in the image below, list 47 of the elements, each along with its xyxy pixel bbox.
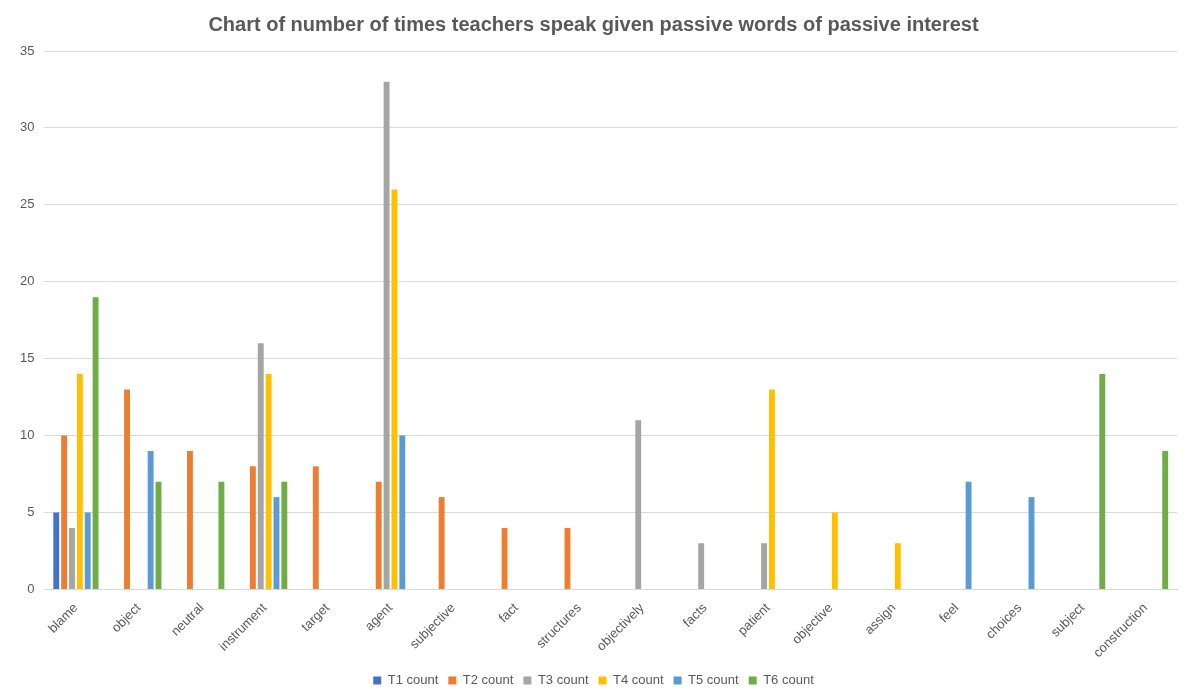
bar (1162, 450, 1169, 589)
bar (383, 81, 390, 589)
bar (1099, 374, 1106, 589)
y-tick-label: 30 (19, 119, 35, 135)
bar (76, 374, 83, 589)
legend-label: T6 count (763, 672, 815, 688)
bar (391, 189, 398, 589)
bar (61, 435, 68, 589)
bar (218, 481, 225, 589)
legend-label: T5 count (688, 672, 740, 688)
y-tick-label: 25 (19, 196, 35, 212)
bar (281, 481, 288, 589)
bar (249, 466, 256, 589)
x-tick-label: fact (495, 599, 522, 626)
y-tick-label: 35 (19, 42, 35, 58)
bar (698, 543, 705, 589)
legend-label: T3 count (537, 672, 589, 688)
bar (399, 435, 406, 589)
y-tick-label: 20 (19, 273, 35, 289)
y-tick-label: 5 (27, 504, 35, 520)
bar (147, 450, 154, 589)
y-tick-label: 15 (19, 350, 35, 366)
x-tick-label: feel (936, 599, 962, 626)
bar (312, 466, 319, 589)
bar (92, 297, 99, 589)
bar (894, 543, 901, 589)
y-tick-label: 10 (19, 427, 35, 443)
legend-label: T2 count (462, 672, 514, 688)
bar (124, 389, 130, 589)
bar (965, 481, 972, 589)
chart-title: Chart of number of times teachers speak given passive words of passive interest (208, 12, 979, 35)
bar (375, 481, 382, 589)
bar (831, 512, 838, 589)
bar (53, 512, 60, 589)
bar (769, 389, 775, 589)
bar (761, 543, 768, 589)
bar (501, 527, 508, 589)
bar (69, 527, 75, 589)
y-tick-label: 0 (27, 580, 35, 596)
bar (635, 420, 642, 589)
bar (257, 343, 264, 589)
bar (187, 450, 193, 589)
legend-label: T1 count (387, 672, 439, 688)
bar (84, 512, 91, 589)
bar (438, 497, 445, 589)
bar (265, 374, 272, 589)
legend-label: T4 count (613, 672, 664, 688)
